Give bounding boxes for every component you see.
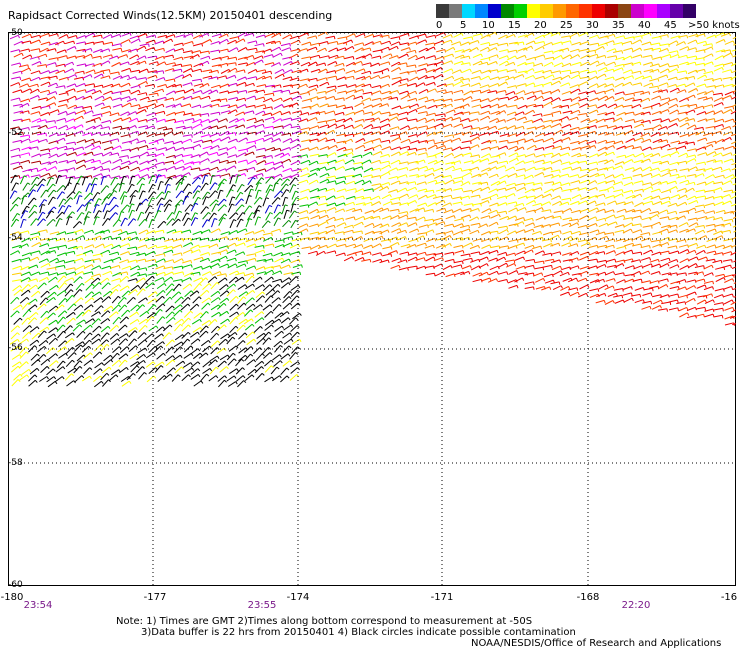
scale-swatch-3 <box>475 4 488 18</box>
scale-label-20: 20 <box>534 20 547 31</box>
scale-swatch-15 <box>631 4 644 18</box>
color-scale-swatches <box>436 4 736 18</box>
scale-label-50-knots: >50 knots <box>688 20 740 31</box>
scale-label-25: 25 <box>560 20 573 31</box>
scale-swatch-6 <box>514 4 527 18</box>
lon-label-177: -177 <box>143 592 167 603</box>
scale-swatch-13 <box>605 4 618 18</box>
scale-swatch-1 <box>449 4 462 18</box>
map-title: Rapidsact Corrected Winds(12.5KM) 201504… <box>8 9 333 22</box>
wind-map-plot <box>8 32 736 586</box>
scale-swatch-16 <box>644 4 657 18</box>
scale-swatch-8 <box>540 4 553 18</box>
scale-swatch-9 <box>553 4 566 18</box>
scale-label-5: 5 <box>460 20 467 31</box>
scale-swatch-14 <box>618 4 631 18</box>
scale-swatch-4 <box>488 4 501 18</box>
note-line-3: NOAA/NESDIS/Office of Research and Appli… <box>471 638 722 649</box>
lon-label-165: -16 <box>720 592 738 603</box>
wind-speed-color-scale: 0 5 10 15 20 25 30 35 40 45 >50 knots <box>436 4 740 32</box>
scale-swatch-18 <box>670 4 683 18</box>
scale-label-15: 15 <box>508 20 521 31</box>
scale-label-10: 10 <box>482 20 495 31</box>
note-line-1: Note: 1) Times are GMT 2)Times along bot… <box>116 616 533 627</box>
lat-label-54: -54 <box>8 233 23 243</box>
lon-label-180: -180 <box>0 592 24 603</box>
scale-swatch-19 <box>683 4 696 18</box>
lat-label-56: -56 <box>8 343 23 353</box>
scale-swatch-2 <box>462 4 475 18</box>
scale-label-0: 0 <box>436 20 443 31</box>
color-scale-labels: 0 5 10 15 20 25 30 35 40 45 >50 knots <box>436 18 740 32</box>
graticule-lines <box>8 32 736 586</box>
note-line-2: 3)Data buffer is 22 hrs from 20150401 4)… <box>141 627 576 638</box>
lat-label-60: -60 <box>8 580 23 590</box>
scale-swatch-11 <box>579 4 592 18</box>
wind-barb-field <box>8 32 736 586</box>
lon-label-168: -168 <box>576 592 600 603</box>
pass-time-label-2: 23:55 <box>247 600 277 611</box>
scale-label-45: 45 <box>664 20 677 31</box>
scale-swatch-10 <box>566 4 579 18</box>
lat-label-52: -52 <box>8 128 23 138</box>
lon-label-174: -174 <box>286 592 310 603</box>
scale-label-40: 40 <box>638 20 651 31</box>
scale-swatch-0 <box>436 4 449 18</box>
lon-label-171: -171 <box>430 592 454 603</box>
scale-swatch-5 <box>501 4 514 18</box>
scale-label-35: 35 <box>612 20 625 31</box>
scale-swatch-17 <box>657 4 670 18</box>
scale-label-30: 30 <box>586 20 599 31</box>
wind-barbs <box>9 32 736 388</box>
lat-label-50: -50 <box>8 28 23 38</box>
scale-swatch-12 <box>592 4 605 18</box>
pass-time-label-3: 22:20 <box>621 600 651 611</box>
pass-time-label-1: 23:54 <box>23 600 53 611</box>
scale-swatch-7 <box>527 4 540 18</box>
lat-label-58: -58 <box>8 458 23 468</box>
